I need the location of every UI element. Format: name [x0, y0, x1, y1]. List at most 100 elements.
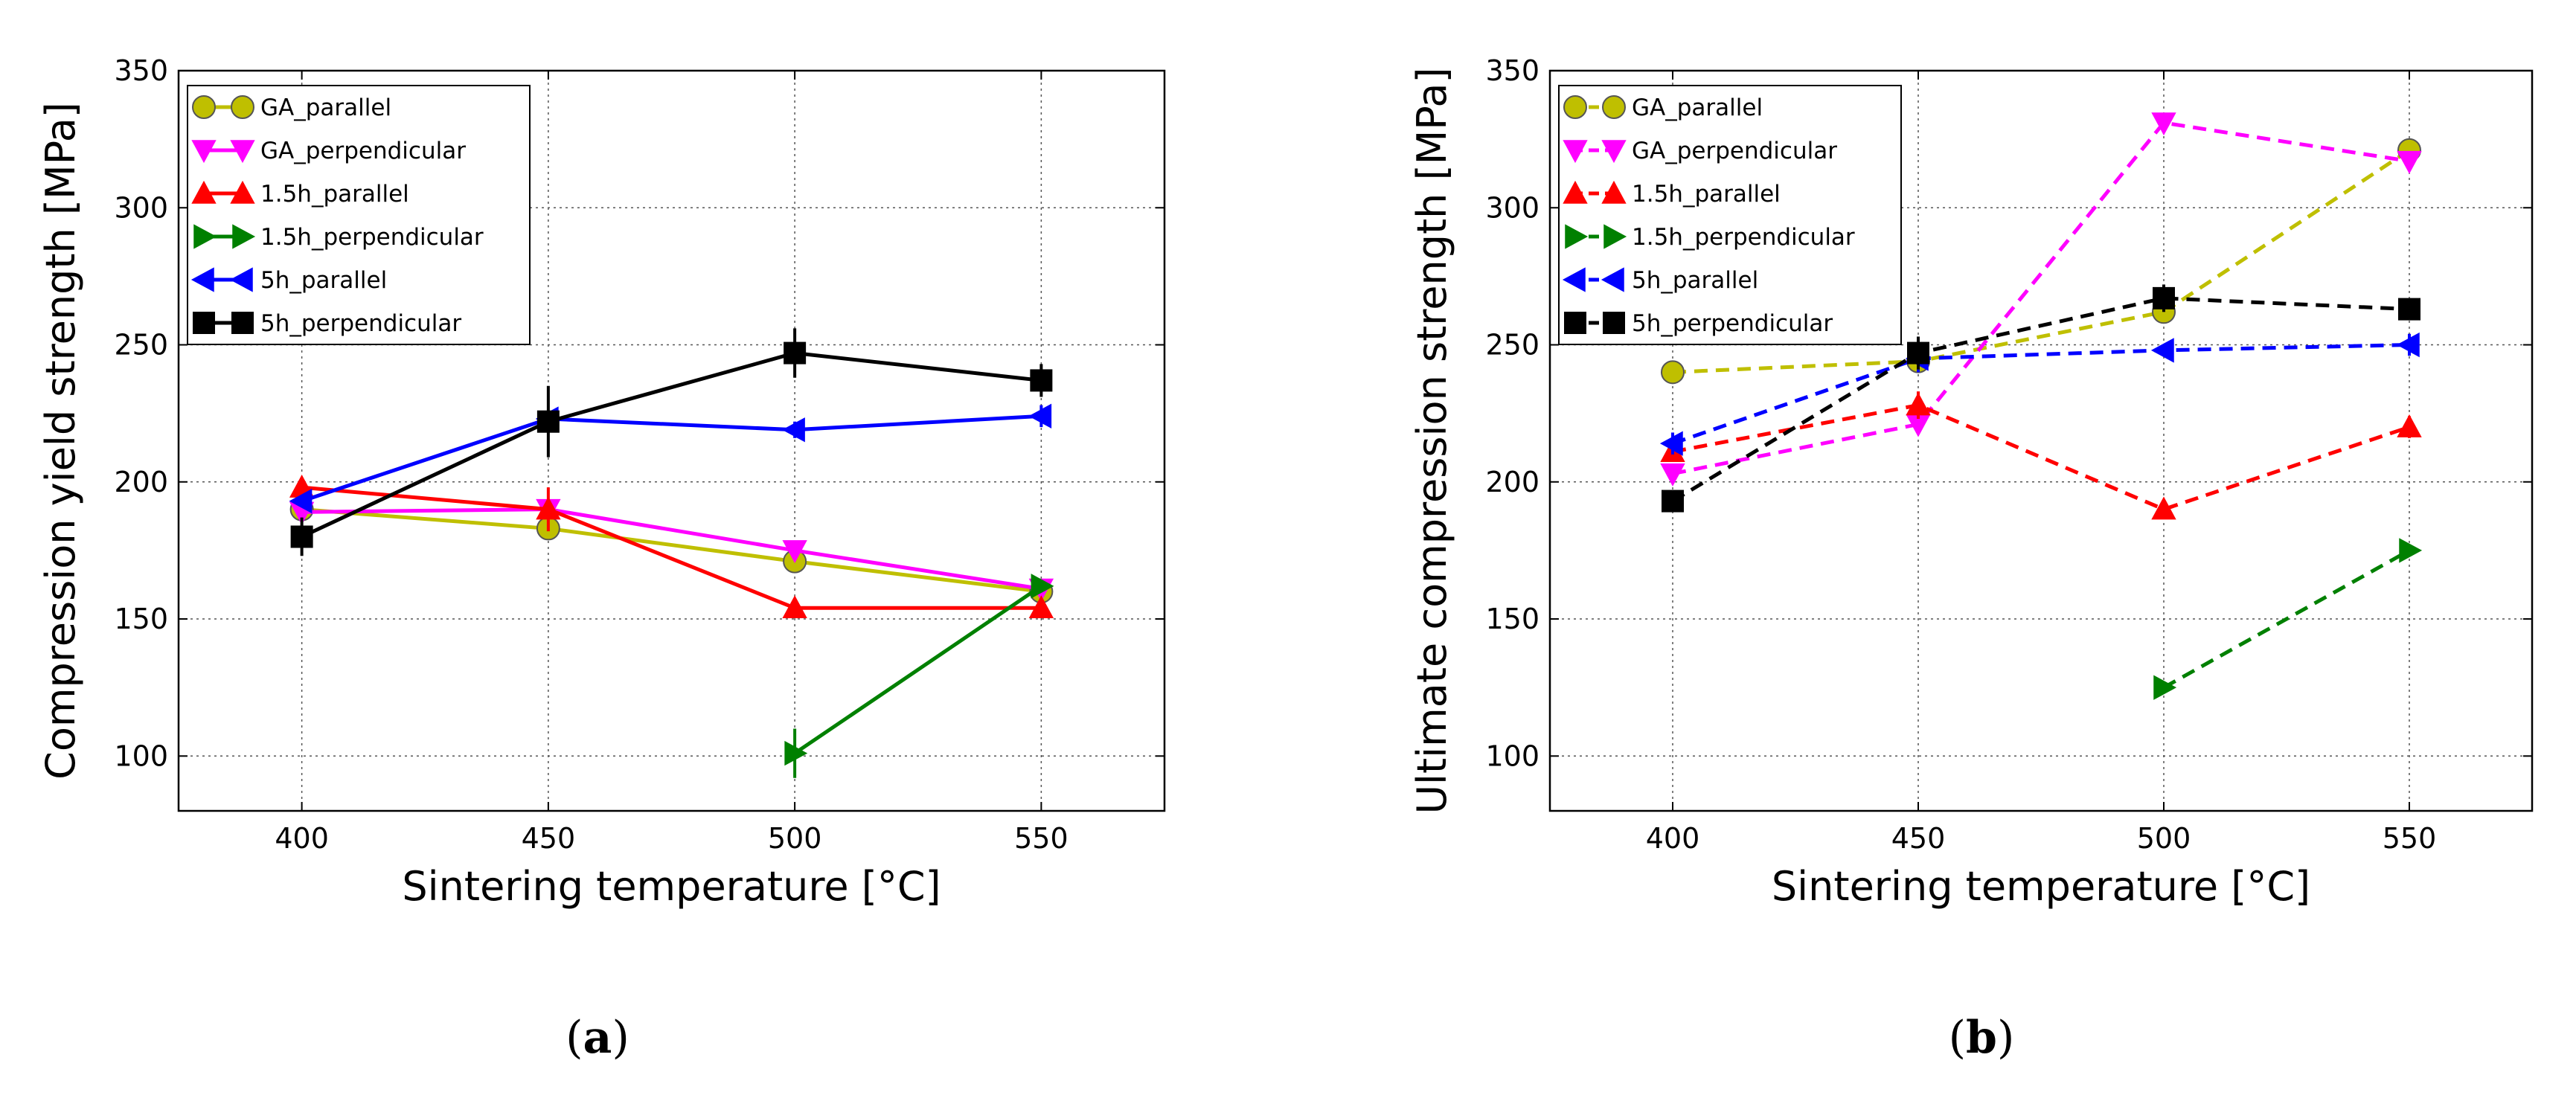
series-line [301, 485, 1042, 610]
y-tick-label: 150 [1485, 603, 1539, 635]
y-tick-label: 150 [114, 603, 168, 635]
data-point [2396, 332, 2420, 358]
x-tick-label: 400 [1646, 822, 1700, 855]
y-tick-label: 100 [114, 739, 168, 772]
legend-label: GA_parallel [260, 94, 391, 121]
legend-marker [231, 312, 254, 334]
series-line [301, 414, 1042, 503]
legend-label: GA_parallel [1632, 94, 1763, 121]
legend-label: 5h_parallel [260, 267, 387, 294]
data-point [1907, 341, 1929, 365]
legend-item: 5h_perpendicular [1564, 310, 1833, 337]
axes-frame [177, 69, 1166, 812]
x-tick-label: 550 [1014, 822, 1068, 855]
legend-marker [1603, 312, 1625, 334]
data-point [2150, 338, 2174, 363]
legend-item: 1.5h_parallel [191, 180, 409, 208]
data-point [1028, 595, 1054, 619]
legend-label: GA_perpendicular [1632, 138, 1837, 164]
data-point [2153, 675, 2177, 700]
legend-marker [193, 312, 215, 334]
x-tick-label: 500 [768, 822, 822, 855]
data-point [290, 525, 313, 548]
panel-caption: (b) [1949, 1012, 2015, 1064]
data-point [2151, 112, 2176, 136]
data-point [1028, 403, 1052, 429]
data-point [2398, 298, 2420, 321]
legend: GA_parallel GA_perpendicular 1.5h_parallel… [187, 85, 531, 345]
data-point [536, 496, 561, 520]
data-point [1661, 360, 1685, 385]
legend-marker [1601, 180, 1627, 204]
legend-marker [1565, 224, 1589, 249]
legend-marker [193, 224, 217, 249]
legend-marker [191, 180, 217, 204]
data-point [2399, 538, 2423, 563]
data-point [782, 417, 805, 443]
data-point [782, 595, 807, 619]
legend-label: 1.5h_parallel [1632, 181, 1781, 208]
series-5h_perpendicular [1662, 284, 2420, 513]
legend-marker [1563, 180, 1588, 204]
series-line [1672, 121, 2410, 476]
legend-marker [230, 180, 255, 204]
legend-item: 5h_parallel [190, 267, 387, 294]
legend-marker [229, 267, 253, 292]
axes-frame [1548, 69, 2534, 812]
data-point [1030, 369, 1053, 392]
data-point [1662, 489, 1684, 513]
legend-marker [190, 267, 214, 292]
y-axis-label: Ultimate compression strength [MPa] [1409, 67, 1455, 814]
legend-item: 1.5h_perpendicular [1565, 224, 1855, 251]
legend-marker [230, 140, 255, 164]
legend-marker [191, 140, 217, 164]
data-point [1659, 431, 1683, 456]
chart-panel-b: 400 450 500 550 100 150 200 250 300 350 Sintering … [1409, 54, 2534, 1064]
series-1.5h_perpendicular [784, 574, 1054, 778]
data-point [536, 410, 560, 433]
legend-label: 1.5h_perpendicular [1632, 224, 1855, 251]
x-axis-label: Sintering temperature [°C] [402, 863, 941, 910]
data-point [2153, 286, 2175, 309]
legend-label: 1.5h_parallel [260, 181, 409, 208]
legend-marker [1601, 267, 1624, 292]
series-line [793, 584, 1042, 755]
data-point [784, 740, 808, 766]
series-line [301, 507, 1042, 594]
series-line [1672, 343, 2410, 446]
legend-item: GA_perpendicular [1563, 138, 1837, 164]
data-point [1031, 574, 1054, 599]
data-point [289, 488, 313, 514]
legend-marker [192, 95, 216, 119]
chart-panel-a: 400 450 500 550 100 150 200 250 300 350 Sintering … [37, 54, 1166, 1064]
series-line [1671, 296, 2410, 503]
legend-marker [231, 95, 254, 119]
data-point [784, 341, 807, 365]
y-tick-label: 250 [1485, 329, 1539, 362]
series-GA_perpendicular [1660, 112, 2422, 487]
series-line [2162, 548, 2411, 690]
data-point [1660, 463, 1685, 487]
x-tick-label: 550 [2383, 822, 2437, 855]
y-tick-label: 300 [114, 191, 168, 224]
legend-item: 5h_parallel [1562, 267, 1758, 294]
legend-item: 1.5h_perpendicular [193, 224, 484, 251]
legend: GA_parallel GA_perpendicular 1.5h_parallel… [1558, 85, 1902, 345]
legend-item: GA_perpendicular [191, 138, 466, 164]
x-tick-label: 500 [2137, 822, 2191, 855]
x-tick-label: 450 [1891, 822, 1946, 855]
data-point [2397, 150, 2422, 174]
legend-marker [1563, 95, 1587, 119]
legend-label: 5h_parallel [1632, 267, 1758, 294]
data-point [1906, 392, 1931, 416]
data-point [2151, 496, 2176, 520]
legend-box [187, 85, 531, 345]
series-line [301, 507, 1042, 591]
legend-box [1558, 85, 1902, 345]
y-tick-label: 200 [114, 466, 168, 498]
legend-label: 5h_perpendicular [260, 310, 461, 337]
y-tick-label: 350 [114, 54, 168, 87]
x-tick-label: 400 [275, 822, 329, 855]
y-axis-label: Compression yield strength [MPa] [37, 102, 84, 780]
